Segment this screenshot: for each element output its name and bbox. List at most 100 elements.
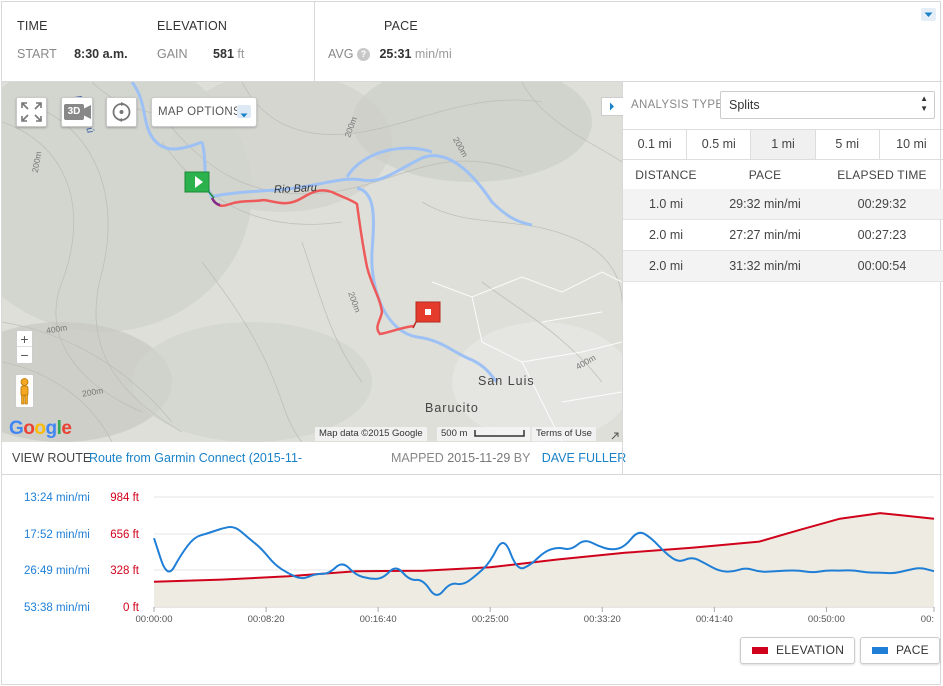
x-tick-label: 00:16:40 xyxy=(360,614,397,625)
select-arrows-icon: ▲ ▼ xyxy=(920,94,928,113)
split-pace: 27:27 min/mi xyxy=(729,228,801,242)
stat-time-title: TIME xyxy=(17,19,48,33)
mapped-label: MAPPED xyxy=(391,451,444,465)
x-tick-label: 00:33:20 xyxy=(584,614,621,625)
3d-view-button[interactable]: 3D xyxy=(61,97,93,127)
stat-elevation-value: 581 xyxy=(213,47,234,61)
tab-10-mi[interactable]: 10 mi xyxy=(896,137,927,151)
terms-of-use-link[interactable]: Terms of Use xyxy=(532,427,596,441)
scale-bar xyxy=(474,430,525,437)
google-logo: Google xyxy=(9,418,72,439)
elevation-area xyxy=(154,513,934,607)
zoom-control: + − xyxy=(16,330,33,364)
author-link[interactable]: DAVE FULLER xyxy=(541,451,627,465)
map-canvas xyxy=(2,82,622,442)
x-tick-label: 00:00:00 xyxy=(136,614,173,625)
pace-axis-tick: 13:24 min/mi xyxy=(24,492,90,504)
river-branch xyxy=(356,186,499,384)
split-elapsed: 00:27:23 xyxy=(857,228,907,242)
legend-elevation-toggle[interactable]: ELEVATION xyxy=(740,637,856,664)
x-tick-label: 00:50:00 xyxy=(808,614,845,625)
stats-divider xyxy=(314,2,315,82)
stat-elevation-unit: ft xyxy=(237,47,245,61)
map-view[interactable]: Rio Baru Río Barú San Luis Barucito 200m… xyxy=(2,82,622,442)
legend-pace-label: PACE xyxy=(896,643,929,657)
analysis-type-label: ANALYSIS TYPE: xyxy=(631,99,727,111)
stat-pace-unit: min/mi xyxy=(414,47,452,61)
split-pace: 31:32 min/mi xyxy=(729,259,801,273)
chevron-down-icon xyxy=(237,105,251,118)
analysis-panel: ANALYSIS TYPE: Splits ▲ ▼ 0.1 mi 0.5 mi 1… xyxy=(601,82,943,474)
camera-icon xyxy=(83,105,91,119)
stat-pace-title: PACE xyxy=(384,19,418,33)
pace-swatch xyxy=(872,647,888,654)
fullscreen-button[interactable] xyxy=(16,97,47,127)
replay-button[interactable] xyxy=(106,97,137,127)
stat-time-value: 8:30 a.m. xyxy=(74,47,128,61)
elevation-axis-tick: 984 ft xyxy=(110,492,140,504)
by-label: BY xyxy=(513,451,531,465)
stat-pace-value: 25:31 xyxy=(379,47,412,61)
split-distance: 1.0 mi xyxy=(648,197,684,211)
table-row[interactable]: 2.0 mi 27:27 min/mi 00:27:23 xyxy=(623,220,943,251)
river xyxy=(130,82,533,227)
chevron-right-icon xyxy=(610,102,614,111)
split-elapsed: 00:29:32 xyxy=(857,197,907,211)
tab-5-mi[interactable]: 5 mi xyxy=(816,130,880,159)
map-data-attribution: Map data ©2015 Google xyxy=(315,427,427,441)
route-line xyxy=(210,189,415,336)
elevation-axis-tick: 0 ft xyxy=(123,602,140,614)
street-view-button[interactable] xyxy=(15,374,34,408)
map-scale[interactable]: 500 m xyxy=(437,427,530,441)
table-row[interactable]: 1.0 mi 29:32 min/mi 00:29:32 xyxy=(623,189,943,220)
elevation-axis-tick: 328 ft xyxy=(110,565,140,577)
tab-1-mi[interactable]: 1 mi xyxy=(751,130,816,159)
route-link[interactable]: Route from Garmin Connect (2015-11- xyxy=(89,451,302,465)
stat-pace-row: AVG ? 25:31 min/mi xyxy=(328,47,452,61)
pace-axis-tick: 17:52 min/mi xyxy=(24,529,90,541)
chart-svg[interactable]: 13:24 min/mi 17:52 min/mi 26:49 min/mi 53:3… xyxy=(2,475,942,635)
split-distance: 2.0 mi xyxy=(648,228,684,242)
legend-pace-toggle[interactable]: PACE xyxy=(860,637,940,664)
pace-axis-tick: 53:38 min/mi xyxy=(24,602,90,614)
table-row[interactable]: 2.0 mi 31:32 min/mi 00:00:54 xyxy=(623,251,943,282)
panel-toggle-button[interactable] xyxy=(601,97,623,116)
town-label-barucito: Barucito xyxy=(425,401,479,415)
header-distance: DISTANCE xyxy=(635,168,697,182)
analysis-type-select[interactable]: Splits ▲ ▼ xyxy=(720,91,935,119)
x-tick-label: 00:41:40 xyxy=(696,614,733,625)
map-scale-label: 500 m xyxy=(441,428,468,439)
splits-header: DISTANCE PACE ELAPSED TIME xyxy=(623,160,943,190)
stat-elevation-label: GAIN xyxy=(157,47,188,61)
split-distance: 2.0 mi xyxy=(648,259,684,273)
expand-icon[interactable] xyxy=(611,432,619,440)
3d-icon: 3D xyxy=(64,104,84,120)
elevation-axis-tick: 656 ft xyxy=(110,529,140,541)
start-marker[interactable] xyxy=(184,171,215,199)
collapse-stats-button[interactable] xyxy=(921,8,936,21)
river-label: Rio Baru xyxy=(273,181,318,197)
stat-time-row: START 8:30 a.m. xyxy=(17,47,128,61)
route-bar: VIEW ROUTE Route from Garmin Connect (20… xyxy=(2,442,626,474)
split-interval-tabs: 0.1 mi 0.5 mi 1 mi 5 mi 10 mi xyxy=(623,129,943,160)
view-route-label: VIEW ROUTE xyxy=(12,451,92,465)
chevron-down-icon xyxy=(924,12,933,17)
elevation-line xyxy=(153,512,935,583)
stat-elevation-title: ELEVATION xyxy=(157,19,228,33)
tab-0-5-mi[interactable]: 0.5 mi xyxy=(687,130,752,159)
map-options-dropdown[interactable]: MAP OPTIONS xyxy=(151,97,257,127)
tab-0-1-mi[interactable]: 0.1 mi xyxy=(623,130,688,159)
header-pace: PACE xyxy=(748,168,782,182)
help-icon[interactable]: ? xyxy=(356,48,370,61)
x-tick-label: 00:25:00 xyxy=(472,614,509,625)
zoom-out-button[interactable]: − xyxy=(20,347,29,363)
replay-icon xyxy=(112,102,131,122)
stat-time-label: START xyxy=(17,47,57,61)
end-marker[interactable] xyxy=(412,301,441,329)
mapped-info: MAPPED 2015-11-29 BY DAVE FULLER xyxy=(391,442,626,474)
map-options-label: MAP OPTIONS xyxy=(158,106,241,118)
x-tick-label: 00:08:20 xyxy=(248,614,285,625)
zoom-in-button[interactable]: + xyxy=(17,331,32,347)
mapped-date: 2015-11-29 xyxy=(447,451,511,465)
